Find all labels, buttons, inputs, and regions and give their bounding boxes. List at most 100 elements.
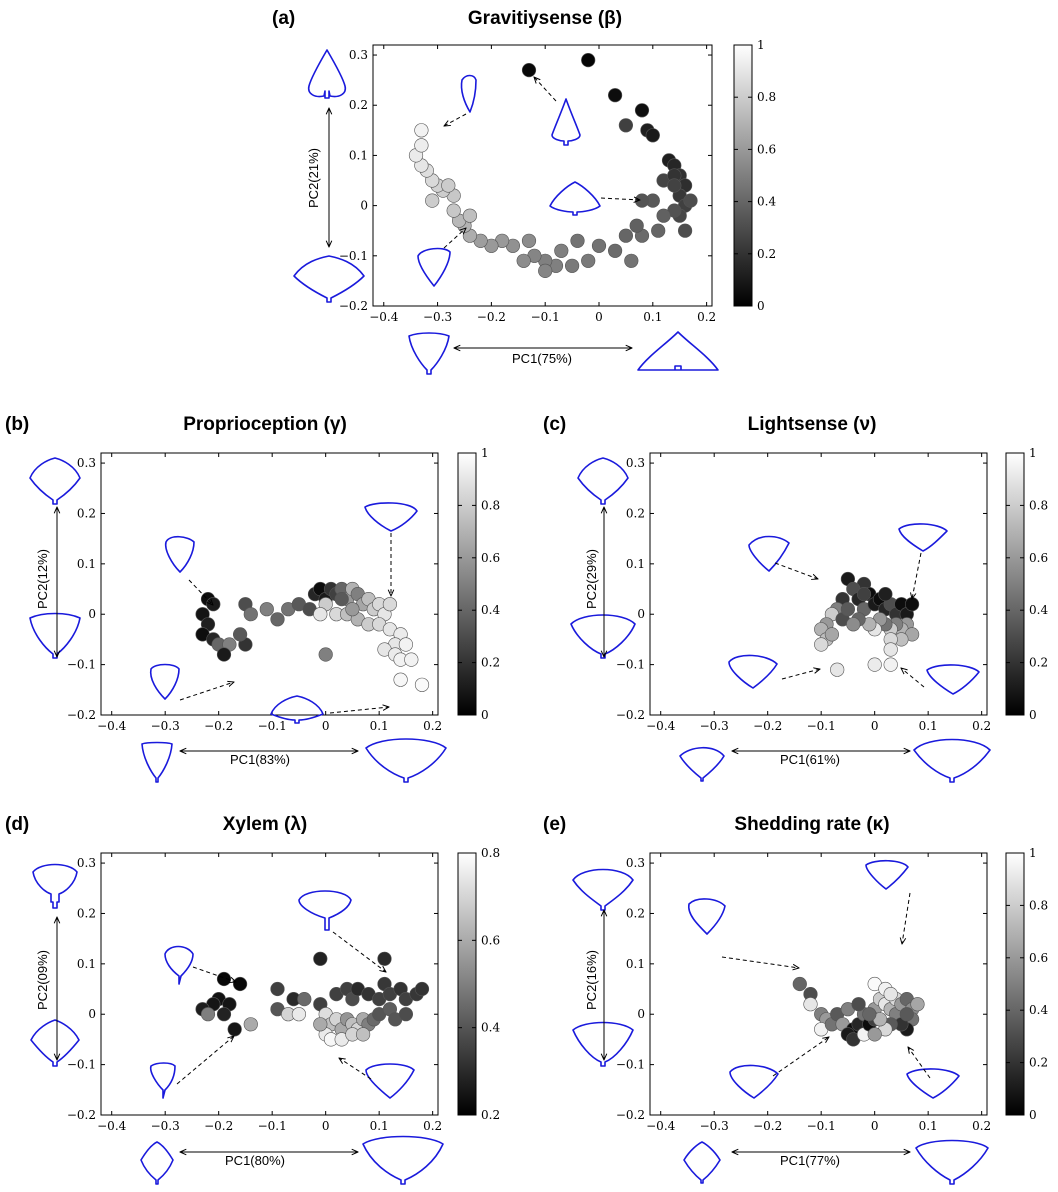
leaf-shape-icon [29,612,81,659]
x-tick-label: 0.2 [972,719,991,733]
leaf-shape-icon [898,523,948,552]
leaf-shape-icon [365,738,447,783]
plot-frame [372,44,713,307]
scatter-point [377,951,392,966]
leaf-shape-icon [637,331,719,371]
y-tick-label: 0.1 [626,957,645,971]
annotation-arrow [901,668,925,688]
x-tick-label: 0 [595,310,603,324]
scatter-point [591,238,607,253]
panel-a-xlabel: PC1(75%) [512,351,572,366]
scatter-point [624,253,639,268]
x-tick-label: 0.1 [919,1119,938,1133]
leaf-shape-icon [141,741,173,783]
panel-e-ylabel: PC2(16%) [584,950,599,1010]
scatter-point [840,602,856,617]
scatter-point [243,1017,258,1032]
leaf-shape-icon [417,247,451,287]
colorbar-tick-label: 0.6 [1029,951,1048,965]
panel-d-title: Xylem (λ) [223,814,307,835]
scatter-point [216,647,232,662]
panel-c-title: Lightsense (ν) [748,414,877,435]
y-tick-label: 0 [360,199,368,213]
scatter-point [607,243,623,258]
scatter-point [446,203,461,218]
y-tick-label: −0.1 [339,249,368,263]
colorbar-tick-label: 0.4 [481,603,500,617]
x-tick-label: 0 [322,719,330,733]
scatter-point [233,976,248,992]
annotation-arrow [329,707,389,714]
scatter-point [618,118,634,133]
scatter-point [227,1022,242,1037]
x-tick-label: −0.3 [151,1119,180,1133]
x-tick-label: −0.2 [753,1119,782,1133]
x-tick-label: −0.4 [97,1119,127,1133]
colorbar: 0 0.2 0.4 0.6 0.8 1 [457,446,500,722]
scatter-point [883,986,898,1002]
x-tick-label: 0.1 [370,1119,389,1133]
y-tick-label: −0.1 [616,658,645,672]
y-tick-label: 0 [637,1007,645,1021]
x-tick-label: −0.2 [477,310,506,324]
x-tick-label: 0.1 [370,719,389,733]
y-tick-label: 0 [637,607,645,621]
leaf-shape-icon [307,49,347,99]
scatter-point [233,627,248,642]
scatter-point [899,1007,914,1022]
x-tick-label: −0.1 [258,719,287,733]
colorbar-tick-label: 1 [481,446,489,460]
scatter-point [297,991,312,1007]
x-tick-label: −0.3 [423,310,452,324]
panel-a: (a) Gravitiysense (β) −0.4 −0.3 −0.2 −0.1 0 0… [272,8,776,366]
colorbar-tick-label: 1 [1029,446,1037,460]
scatter-points [195,951,430,1047]
scatter-point [243,607,258,622]
colorbar-gradient [457,452,477,716]
colorbar-tick-label: 0.6 [757,142,776,156]
leaf-shape-icon [913,738,991,783]
scatter-point [516,253,531,268]
colorbar-tick-label: 0.8 [481,498,500,512]
scatter-point [607,88,623,103]
leaf-shape-icon [728,654,778,689]
annotation-arrow [534,77,557,102]
scatter-point [683,193,698,208]
scatter-point [521,233,537,248]
colorbar-tick-label: 0 [1029,1108,1037,1122]
panel-c: (c) Lightsense (ν) −0.4 −0.3 −0.2 −0.1 0 0.1 0… [543,414,1048,767]
scatter-point [824,627,840,642]
panel-b-title: Proprioception (γ) [183,414,347,435]
annotation-arrow [192,966,236,982]
colorbar-tick-label: 0.2 [1029,1056,1048,1070]
leaf-shape-icon [572,868,634,911]
scatter-points [814,571,920,677]
panel-a-label: (a) [272,8,295,29]
y-tick-label: 0.1 [349,148,368,162]
colorbar: 0 0.2 0.4 0.6 0.8 1 [733,38,776,313]
colorbar-tick-label: 0.4 [1029,1003,1048,1017]
panel-d-plot: −0.4 −0.3 −0.2 −0.1 0 0.1 0.2−0.2−0.100.10.20.… [67,846,501,1133]
y-tick-label: 0.2 [77,906,96,920]
colorbar-gradient [733,44,753,307]
x-tick-label: 0.1 [643,310,662,324]
scatter-point [313,607,328,622]
scatter-point [581,52,596,68]
scatter-point [634,193,650,208]
panel-d: (d) Xylem (λ) −0.4 −0.3 −0.2 −0.1 0 0.1 0.2 −0.… [5,814,500,1168]
plot-frame [100,452,439,716]
leaf-shape-icon [683,1141,721,1184]
y-tick-label: 0.2 [349,98,368,112]
leaf-shape-icon [149,663,180,700]
panel-e: (e) Shedding rate (κ) −0.4 −0.3 −0.2 −0.1 0 0… [543,814,1048,1168]
scatter-point [382,597,398,612]
scatter-point [318,647,333,662]
x-tick-label: −0.1 [258,1119,287,1133]
y-tick-label: −0.1 [67,1058,96,1072]
colorbar-tick-label: 0.8 [1029,898,1048,912]
pc-direction-arrows [57,108,910,1152]
panel-c-xlabel: PC1(61%) [780,752,840,767]
panel-c-plot: −0.4 −0.3 −0.2 −0.1 0 0.1 0.2 −0.2 −0.1 0 0.1 0.2 0.… [616,446,1049,733]
annotation-arrow [332,931,386,972]
